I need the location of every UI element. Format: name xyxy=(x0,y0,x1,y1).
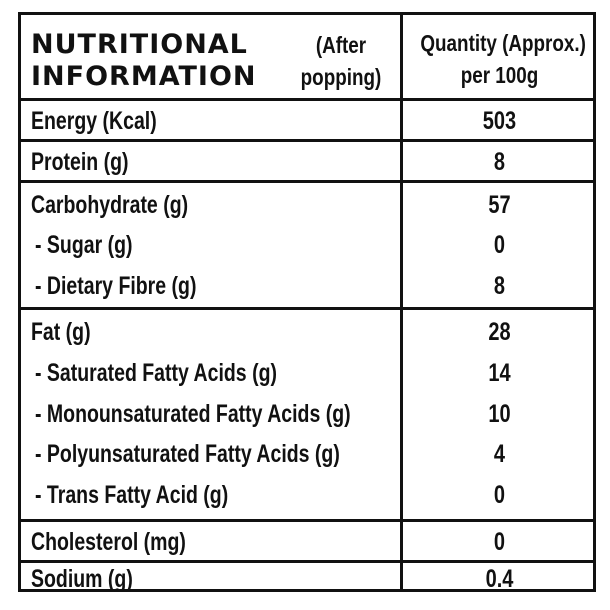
carbohydrate-section: Carbohydrate (g) 57 - Sugar (g) 0 - Diet… xyxy=(21,183,593,310)
label-column xyxy=(21,142,403,180)
sugar-label: - Sugar (g) xyxy=(35,231,133,259)
title-line-1: NUTRITIONAL xyxy=(31,29,248,60)
cholesterol-value: 0 xyxy=(493,528,506,556)
saturated-value: 14 xyxy=(488,359,511,387)
nutrition-facts-panel: NUTRITIONAL INFORMATION (After popping) … xyxy=(18,12,596,593)
quantity-line-1: Quantity (Approx.) xyxy=(420,30,586,56)
polyunsaturated-label: - Polyunsaturated Fatty Acids (g) xyxy=(35,440,340,468)
saturated-label: - Saturated Fatty Acids (g) xyxy=(35,359,277,387)
fat-section: Fat (g) 28 - Saturated Fatty Acids (g) 1… xyxy=(21,310,593,522)
table-row-cholesterol: Cholesterol (mg) 0 xyxy=(21,522,593,562)
quantity-heading: Quantity (Approx.) per 100g xyxy=(420,27,586,91)
cholesterol-section: Cholesterol (mg) 0 xyxy=(21,522,593,563)
dietary-fibre-label: - Dietary Fibre (g) xyxy=(35,272,197,300)
header-left-cell: NUTRITIONAL INFORMATION (After popping) xyxy=(21,15,403,98)
fat-value: 28 xyxy=(488,318,511,346)
table-row-sugar: - Sugar (g) 0 xyxy=(21,225,593,265)
table-row-energy: Energy (Kcal) 503 xyxy=(21,101,593,141)
cholesterol-label: Cholesterol (mg) xyxy=(31,528,186,556)
sodium-section: Sodium (g) 0.4 xyxy=(21,563,593,593)
protein-label: Protein (g) xyxy=(31,148,129,176)
table-row-carbohydrate: Carbohydrate (g) 57 xyxy=(21,185,593,225)
table-header: NUTRITIONAL INFORMATION (After popping) … xyxy=(21,15,593,101)
monounsaturated-label: - Monounsaturated Fatty Acids (g) xyxy=(35,400,351,428)
energy-value: 503 xyxy=(482,107,517,135)
polyunsaturated-value: 4 xyxy=(493,440,506,468)
sodium-label: Sodium (g) xyxy=(31,565,133,593)
after-popping-note: (After popping) xyxy=(297,29,386,93)
fat-label: Fat (g) xyxy=(31,318,91,346)
table-row-fat: Fat (g) 28 xyxy=(21,312,593,352)
sugar-value: 0 xyxy=(493,231,506,259)
energy-label: Energy (Kcal) xyxy=(31,107,157,135)
label-column xyxy=(21,310,403,519)
table-title: NUTRITIONAL INFORMATION xyxy=(31,29,257,93)
after-popping-line-2: popping) xyxy=(300,64,382,90)
energy-section: Energy (Kcal) 503 xyxy=(21,101,593,142)
label-column xyxy=(21,183,403,307)
label-column xyxy=(21,101,403,139)
table-row-sodium: Sodium (g) 0.4 xyxy=(21,559,593,599)
trans-value: 0 xyxy=(493,481,506,509)
carbohydrate-label: Carbohydrate (g) xyxy=(31,191,189,219)
table-row-trans: - Trans Fatty Acid (g) 0 xyxy=(21,475,593,515)
dietary-fibre-value: 8 xyxy=(493,272,506,300)
after-popping-line-1: (After xyxy=(315,32,367,58)
table-row-polyunsaturated: - Polyunsaturated Fatty Acids (g) 4 xyxy=(21,434,593,474)
nutrition-table: NUTRITIONAL INFORMATION (After popping) … xyxy=(21,15,593,593)
table-row-dietary-fibre: - Dietary Fibre (g) 8 xyxy=(21,266,593,306)
title-line-2: INFORMATION xyxy=(31,61,257,92)
protein-value: 8 xyxy=(493,148,506,176)
monounsaturated-value: 10 xyxy=(488,400,511,428)
table-row-saturated: - Saturated Fatty Acids (g) 14 xyxy=(21,353,593,393)
table-row-monounsaturated: - Monounsaturated Fatty Acids (g) 10 xyxy=(21,394,593,434)
label-column xyxy=(21,522,403,560)
sodium-value: 0.4 xyxy=(485,565,514,593)
label-column xyxy=(21,563,403,589)
carbohydrate-value: 57 xyxy=(488,191,511,219)
protein-section: Protein (g) 8 xyxy=(21,142,593,183)
trans-label: - Trans Fatty Acid (g) xyxy=(35,481,229,509)
header-right-cell: Quantity (Approx.) per 100g xyxy=(403,15,596,98)
table-row-protein: Protein (g) 8 xyxy=(21,142,593,182)
quantity-line-2: per 100g xyxy=(460,62,539,88)
